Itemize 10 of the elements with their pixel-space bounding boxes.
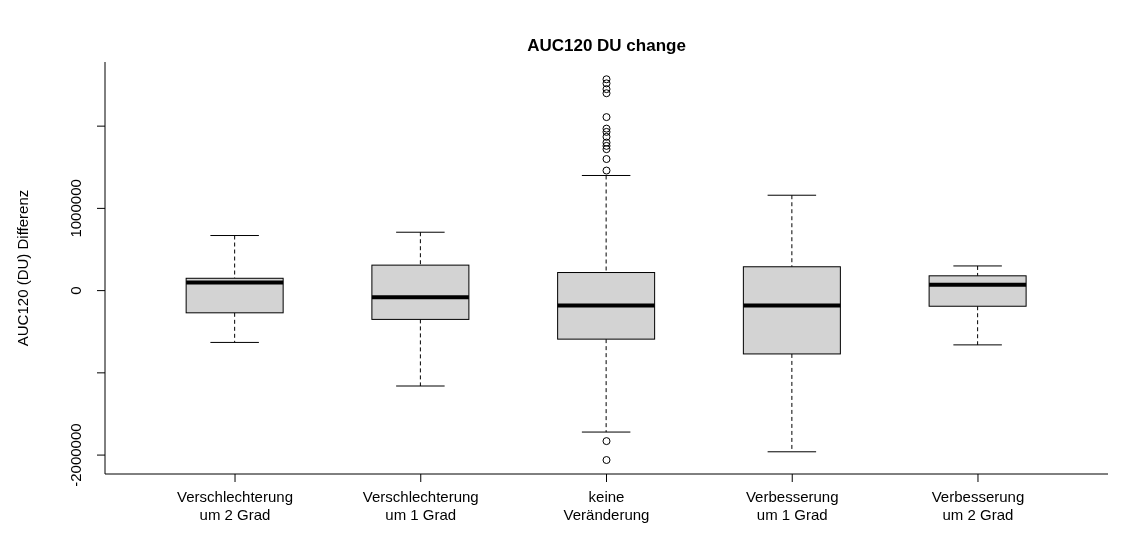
y-tick-label: 0 — [67, 286, 84, 295]
x-tick-label: Verbesserung um 2 Grad — [931, 488, 1025, 523]
x-tick-label: Verbesserung um 1 Grad — [745, 488, 839, 523]
y-tick-label: -2000000 — [67, 423, 84, 487]
chart-title: AUC120 DU change — [526, 36, 687, 56]
x-tick-label: Verschlechterung um 2 Grad — [177, 488, 293, 523]
y-tick-label: 1000000 — [67, 179, 84, 238]
x-tick-label: Verschlechterung um 1 Grad — [362, 488, 479, 523]
x-tick-label: keine Veränderung — [563, 488, 650, 523]
y-axis-title: AUC120 (DU) Differenz — [14, 189, 32, 347]
